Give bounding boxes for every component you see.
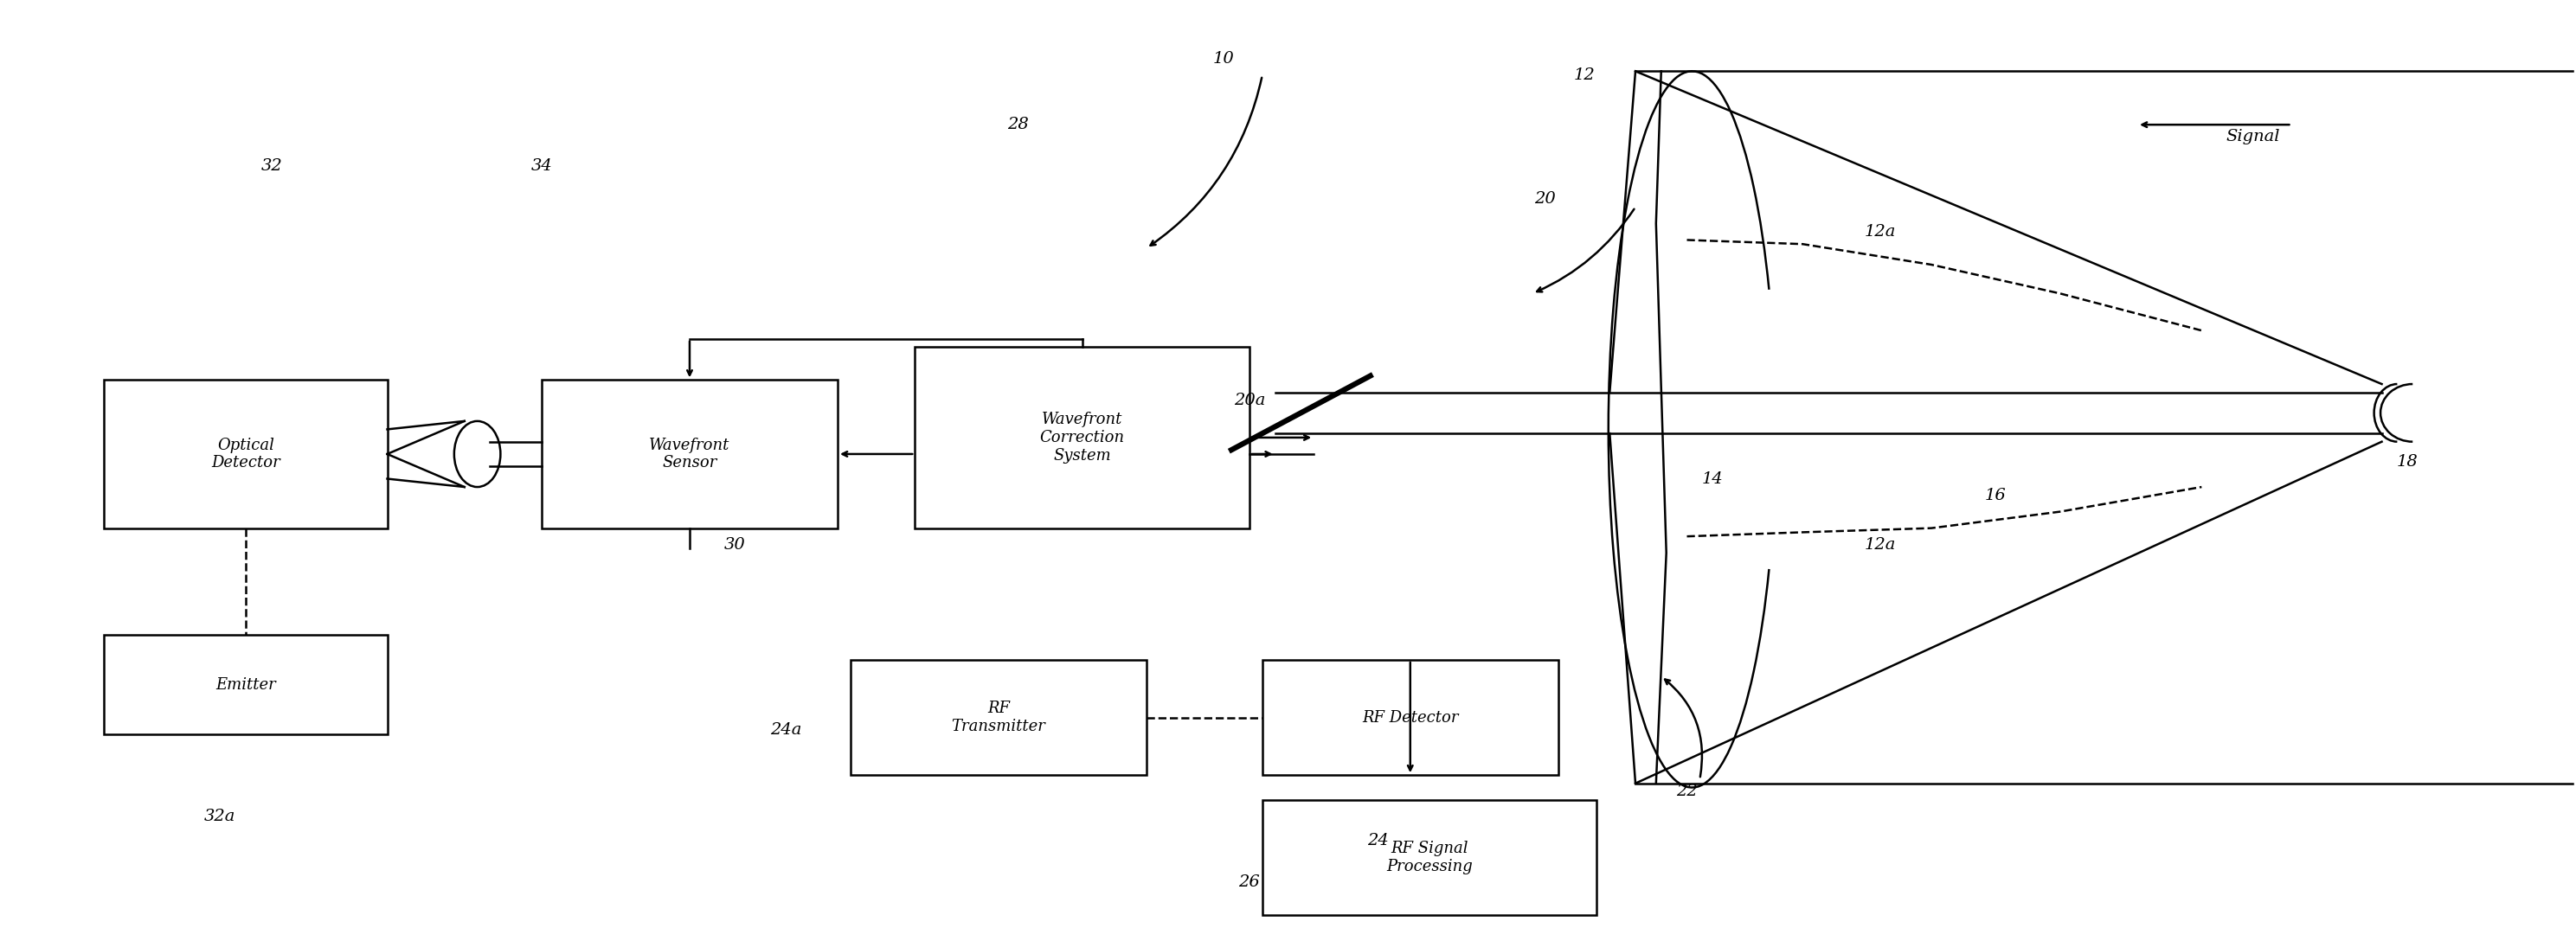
Text: Emitter: Emitter: [216, 677, 276, 693]
Text: 28: 28: [1007, 117, 1028, 133]
Text: 12a: 12a: [1865, 224, 1896, 240]
Text: 18: 18: [2396, 455, 2419, 470]
Text: 32: 32: [260, 158, 283, 174]
Text: 24: 24: [1368, 833, 1388, 849]
Text: Wavefront
Correction
System: Wavefront Correction System: [1041, 412, 1126, 463]
Text: 12a: 12a: [1865, 536, 1896, 552]
Text: 30: 30: [724, 536, 744, 552]
FancyBboxPatch shape: [103, 635, 386, 734]
Text: Signal: Signal: [2226, 129, 2280, 145]
Text: 20: 20: [1535, 191, 1556, 207]
Ellipse shape: [453, 422, 500, 486]
FancyBboxPatch shape: [850, 660, 1146, 775]
Text: 26: 26: [1239, 874, 1260, 890]
Text: 22: 22: [1677, 784, 1698, 800]
Text: 24a: 24a: [770, 722, 801, 738]
FancyBboxPatch shape: [914, 347, 1249, 528]
Text: RF Detector: RF Detector: [1363, 710, 1458, 726]
Text: Optical
Detector: Optical Detector: [211, 438, 281, 470]
Text: Wavefront
Sensor: Wavefront Sensor: [649, 438, 729, 470]
Text: 12: 12: [1574, 68, 1595, 83]
FancyBboxPatch shape: [541, 380, 837, 528]
FancyBboxPatch shape: [1262, 660, 1558, 775]
Text: 20a: 20a: [1234, 392, 1265, 408]
Text: 32a: 32a: [204, 808, 234, 824]
FancyBboxPatch shape: [103, 380, 386, 528]
Text: 10: 10: [1213, 51, 1234, 67]
Text: 16: 16: [1986, 487, 2007, 503]
Text: RF Signal
Processing: RF Signal Processing: [1386, 840, 1473, 874]
FancyBboxPatch shape: [1262, 800, 1597, 915]
Text: RF
Transmitter: RF Transmitter: [951, 701, 1046, 734]
Text: 14: 14: [1703, 470, 1723, 486]
Text: 34: 34: [531, 158, 551, 174]
